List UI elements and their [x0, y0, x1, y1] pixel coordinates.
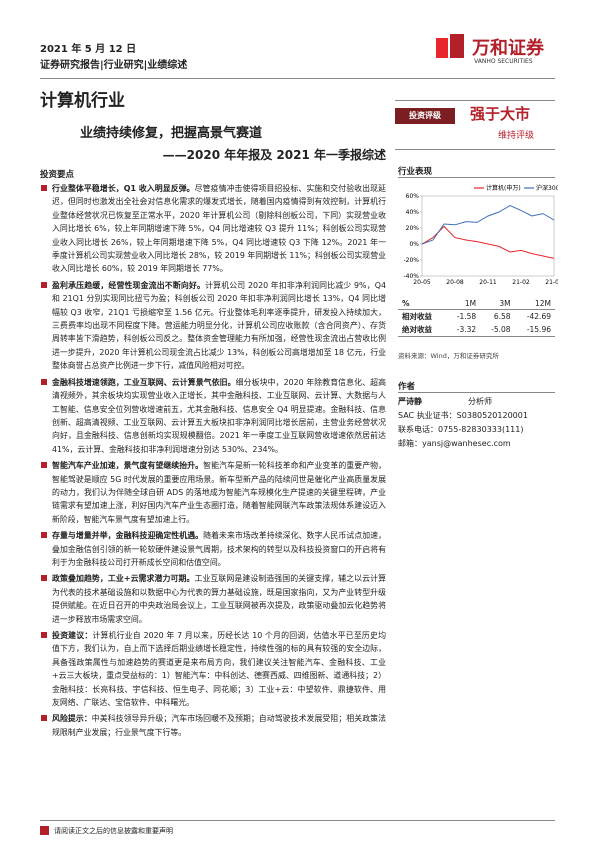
y-tick-label: 60% [406, 193, 420, 200]
y-tick-label: -40% [403, 273, 419, 280]
points-list: 行业整体平稳增长，Q1 收入明显反弹。尽管疫情冲击使得项目招投标、实施和交付验收… [41, 182, 386, 742]
y-tick-label: 40% [406, 209, 420, 216]
table-cell: 6.58 [493, 312, 511, 321]
table-cell: -15.96 [526, 325, 551, 334]
table-cell: -1.58 [456, 312, 477, 321]
author-rule [398, 392, 555, 393]
bullet-icon [41, 632, 47, 638]
x-tick-label: 20-11 [479, 279, 497, 286]
header-rule [40, 78, 555, 79]
bullet-icon [41, 532, 47, 539]
table-cell: -3.32 [456, 325, 477, 334]
performance-heading: 行业表现 [398, 167, 433, 177]
logo-text: 万和证券 [472, 38, 544, 59]
point-lead: 盈利承压趋缓，经营性现金流出不断向好。 [52, 280, 206, 290]
legend-label: 沪深300 [536, 184, 558, 192]
x-tick-label: 21-02 [512, 279, 530, 286]
rating-note: 维持评级 [498, 131, 535, 141]
point: 政策叠加趋势，工业+云需求潜力可期。工业互联网是建设制造强国的关键支撑，辅之以云… [41, 572, 386, 626]
x-tick-label: 21-05 [545, 279, 558, 286]
footer-text: 请阅读正文之后的信息披露和重要声明 [54, 827, 173, 835]
y-tick-label: 20% [406, 225, 420, 232]
subtitle-2: ——2020 年年报及 2021 年一季报综述 [162, 148, 386, 162]
table-cell: 相对收益 [402, 312, 432, 321]
author-name: 严诗静 [398, 397, 422, 406]
table-cell: -5.08 [491, 325, 511, 334]
table: % 1M 3M 12M 相对收益 -1.58 6.58 -42.69 绝对收益 … [398, 298, 555, 337]
point-text: 计算机公司 2020 年扣非净利润同比减少 9%，Q4 和 21Q1 分别实现同… [52, 280, 386, 371]
point-text: 细分板块中，2020 年除教育信息化、超高清视频外，其余板块均实现营业收入正增长… [52, 377, 386, 454]
point-text: 智能汽车是新一轮科技革命和产业变革的重要产物，智能驾驶是顺应 5G 时代发展的重… [52, 461, 386, 524]
table-cell: 绝对收益 [402, 325, 432, 334]
table-header: 3M [499, 299, 511, 308]
point-lead: 金融科技增速领跑，工业互联网、云计算景气依旧。 [52, 377, 236, 387]
point: 智能汽车产业加速，景气度有望继续抬升。智能汽车是新一轮科技革命和产业变革的重要产… [41, 459, 386, 526]
footer-icon [40, 826, 49, 835]
legend-label: 计算机(申万) [486, 184, 521, 192]
point: 盈利承压趋缓，经营性现金流出不断向好。计算机公司 2020 年扣非净利润同比减少… [41, 279, 386, 373]
point-text: 随着未来市场改革持续深化、数字人民币试点加速，叠加金融信创引领的新一轮软硬件建设… [52, 531, 386, 567]
source: 资料来源：Wind，万和证券研究所 [398, 352, 499, 360]
industry-title: 计算机行业 [40, 91, 125, 111]
author-role: 分析师 [468, 397, 492, 406]
footer-rule [40, 820, 555, 821]
point-text: 计算机行业自 2020 年 7 月以来，历经长达 10 个月的回调，估值水平已至… [52, 631, 386, 708]
rating-value: 强于大市 [470, 105, 531, 123]
bullet-icon [41, 281, 47, 288]
point: 投资建议：计算机行业自 2020 年 7 月以来，历经长达 10 个月的回调，估… [41, 629, 386, 709]
plot-frame [421, 195, 555, 277]
point-lead: 智能汽车产业加速，景气度有望继续抬升。 [52, 461, 204, 471]
bullet-icon [41, 575, 47, 582]
table-header: 1M [464, 299, 477, 308]
table-header: 12M [534, 299, 551, 308]
point-lead: 行业整体平稳增长，Q1 收入明显反弹。 [52, 184, 195, 193]
x-tick-label: 20-08 [446, 279, 464, 286]
point: 金融科技增速领跑，工业互联网、云计算景气依旧。细分板块中，2020 年除教育信息… [41, 376, 386, 456]
bullet-icon [41, 185, 47, 191]
author-sac: SAC 执业证书：S0380520120001 [398, 411, 528, 420]
point: 存量与增量并举，金融科技迎确定性机遇。随着未来市场改革持续深化、数字人民币试点加… [41, 529, 386, 569]
rating-label: 投资评级 [395, 108, 455, 124]
report-tags: 证券研究报告|行业研究|业绩综述 [40, 60, 188, 71]
date: 2021 年 5 月 12 日 [40, 44, 137, 55]
bullet-icon [41, 462, 47, 469]
point: 行业整体平稳增长，Q1 收入明显反弹。尽管疫情冲击使得项目招投标、实施和交付验收… [41, 182, 386, 276]
rating-box [395, 100, 555, 150]
point-lead: 风险提示： [52, 714, 92, 724]
point-text: 工业互联网是建设制造强国的关键支撑，辅之以云计算为代表的技术基础设施和以数据中心… [52, 574, 386, 624]
point-text: 中美科技领导异升级；汽车市场回暖不及预期；自动驾驶技术发展受阻；相关政策法规限制… [52, 714, 386, 737]
point-lead: 投资建议： [52, 631, 93, 640]
logo-subtext: VANHO SECURITIES [474, 58, 533, 65]
y-tick-label: 0% [409, 241, 419, 248]
performance-table: % 1M 3M 12M 相对收益 -1.58 6.58 -42.69 绝对收益 … [398, 298, 555, 337]
x-tick-label: 20-05 [413, 279, 431, 286]
point-lead: 政策叠加趋势，工业+云需求潜力可期。 [52, 574, 195, 584]
author-heading: 作者 [398, 382, 416, 392]
logo-icon [436, 34, 464, 58]
bullet-icon [41, 715, 47, 722]
table-cell: -42.69 [526, 312, 551, 321]
points-heading: 投资要点 [40, 170, 75, 180]
bullet-icon [41, 378, 47, 385]
performance-rule [398, 177, 555, 178]
point: 风险提示：中美科技领导异升级；汽车市场回暖不及预期；自动驾驶技术发展受阻；相关政… [41, 712, 386, 739]
point-lead: 存量与增量并举，金融科技迎确定性机遇。 [52, 531, 204, 541]
table-header: % [402, 299, 410, 308]
author-phone: 联系电话：0755-82830333(111) [398, 425, 524, 434]
line [421, 225, 555, 259]
subtitle: 业绩持续修复，把握高景气赛道 [80, 126, 263, 141]
y-tick-label: -20% [403, 257, 419, 264]
chart: -40% -20% 0% 20% 40% 60% 20-05 20-08 20-11 21-02 2… [403, 184, 558, 286]
point-text: 尽管疫情冲击使得项目招投标、实施和交付验收出现延迟，但同时也激发出全社会对信息化… [52, 184, 386, 274]
author-email: 邮箱：yansj@wanhesec.com [398, 439, 511, 448]
line [421, 205, 555, 245]
